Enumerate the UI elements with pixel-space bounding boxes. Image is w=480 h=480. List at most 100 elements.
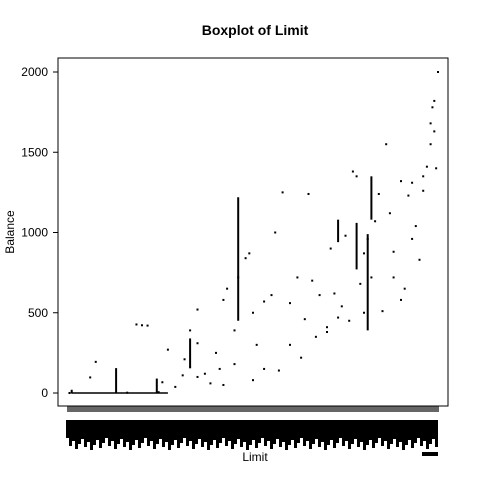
x-tick-label-mark [135,420,138,440]
x-tick-label-mark [306,420,309,441]
data-point [270,294,273,297]
x-tick-label-mark [348,420,351,449]
data-point [422,175,425,178]
data-point [126,391,129,394]
data-point [363,252,365,255]
x-tick-label-mark [90,420,93,450]
x-tick-label-mark [120,420,123,439]
data-point [222,383,225,386]
x-tick-label-mark [204,420,207,442]
x-tick-label-mark [381,420,384,446]
data-point [411,181,414,184]
x-tick-label-mark [351,420,354,444]
x-tick-label-mark [342,420,345,446]
data-point [359,282,362,285]
data-point [363,311,365,314]
x-tick-label-mark [414,420,417,443]
x-tick-label-mark [324,420,327,450]
x-tick-label-mark [171,420,174,445]
x-tick-label-mark [132,420,135,445]
data-point [429,122,432,125]
data-point [431,106,434,109]
data-point [135,323,138,326]
x-tick-label-mark [156,420,159,444]
x-tick-label-mark [357,420,360,447]
data-point [329,247,332,250]
x-tick-label-mark [309,420,312,449]
x-tick-label-mark [231,420,234,449]
x-tick-label-mark [276,420,279,439]
x-tick-label-mark [402,420,405,450]
x-tick-label-mark [72,420,75,441]
data-point [326,331,328,334]
data-point [196,308,199,311]
y-axis-label: Balance [3,210,17,254]
y-tick-label: 1000 [21,226,48,240]
x-tick-label-mark [87,420,90,442]
x-tick-label-mark [249,420,252,445]
x-tick-label-mark [174,420,177,440]
x-tick-label-mark [408,420,411,440]
data-point [425,165,428,168]
data-point [296,276,299,279]
x-tick-label-mark [222,420,225,438]
data-point [203,372,206,375]
data-point [307,192,310,195]
x-tick-label-mark [252,420,255,440]
x-tick-label-mark [180,420,183,443]
x-tick-label-mark [390,420,393,444]
data-point [244,257,247,260]
x-tick-label-mark [186,420,189,446]
x-tick-label-mark [147,420,150,446]
x-tick-label-mark [294,420,297,448]
x-tick-label-mark [378,420,381,438]
x-tick-label-mark [303,420,306,446]
x-tick-label-mark [126,420,129,442]
x-tick-label-mark [168,420,171,450]
x-tick-label-mark [288,420,291,445]
y-axis: 0 500 1000 1500 2000 [21,65,58,400]
x-tick-label-mark [123,420,126,447]
x-tick-label-mark [369,420,372,440]
data-point [433,99,436,102]
x-tick-label-mark [270,420,273,449]
x-tick-label-mark [264,420,267,446]
data-point [196,375,199,378]
x-tick-label-mark [435,420,438,447]
x-tick-label-mark [285,420,288,450]
data-point [351,170,354,173]
data-point [392,276,395,279]
x-tick-label-mark [162,420,165,447]
x-tick-label-mark [183,420,186,438]
x-tick-label-mark [315,420,318,439]
x-tick-label-mark [396,420,399,447]
data-point [222,298,225,301]
x-tick-label-mark [420,420,423,446]
data-point [340,305,343,308]
x-tick-label-mark [297,420,300,443]
x-tick-label-mark [422,452,438,456]
x-tick-label-mark [153,420,156,449]
x-tick-label-mark [282,420,285,442]
data-point [263,367,266,370]
x-axis-tick-strip [67,406,439,412]
x-tick-label-mark [111,420,114,441]
x-tick-label-mark [213,420,216,440]
data-point [400,298,402,301]
y-tick-label: 0 [41,386,48,400]
x-tick-label-mark [78,420,81,444]
y-tick-label: 2000 [21,65,48,79]
x-tick-label-mark [141,420,144,443]
x-axis-label: Limit [242,450,268,464]
data-point [370,276,373,279]
data-point [166,348,169,351]
y-tick-label: 500 [28,306,48,320]
data-point [381,310,384,313]
x-tick-label-mark [102,420,105,443]
x-tick-label-mark [108,420,111,446]
x-tick-label-mark [195,420,198,444]
data-point [248,252,251,255]
data-point [263,300,266,303]
x-tick-label-mark [81,420,84,439]
